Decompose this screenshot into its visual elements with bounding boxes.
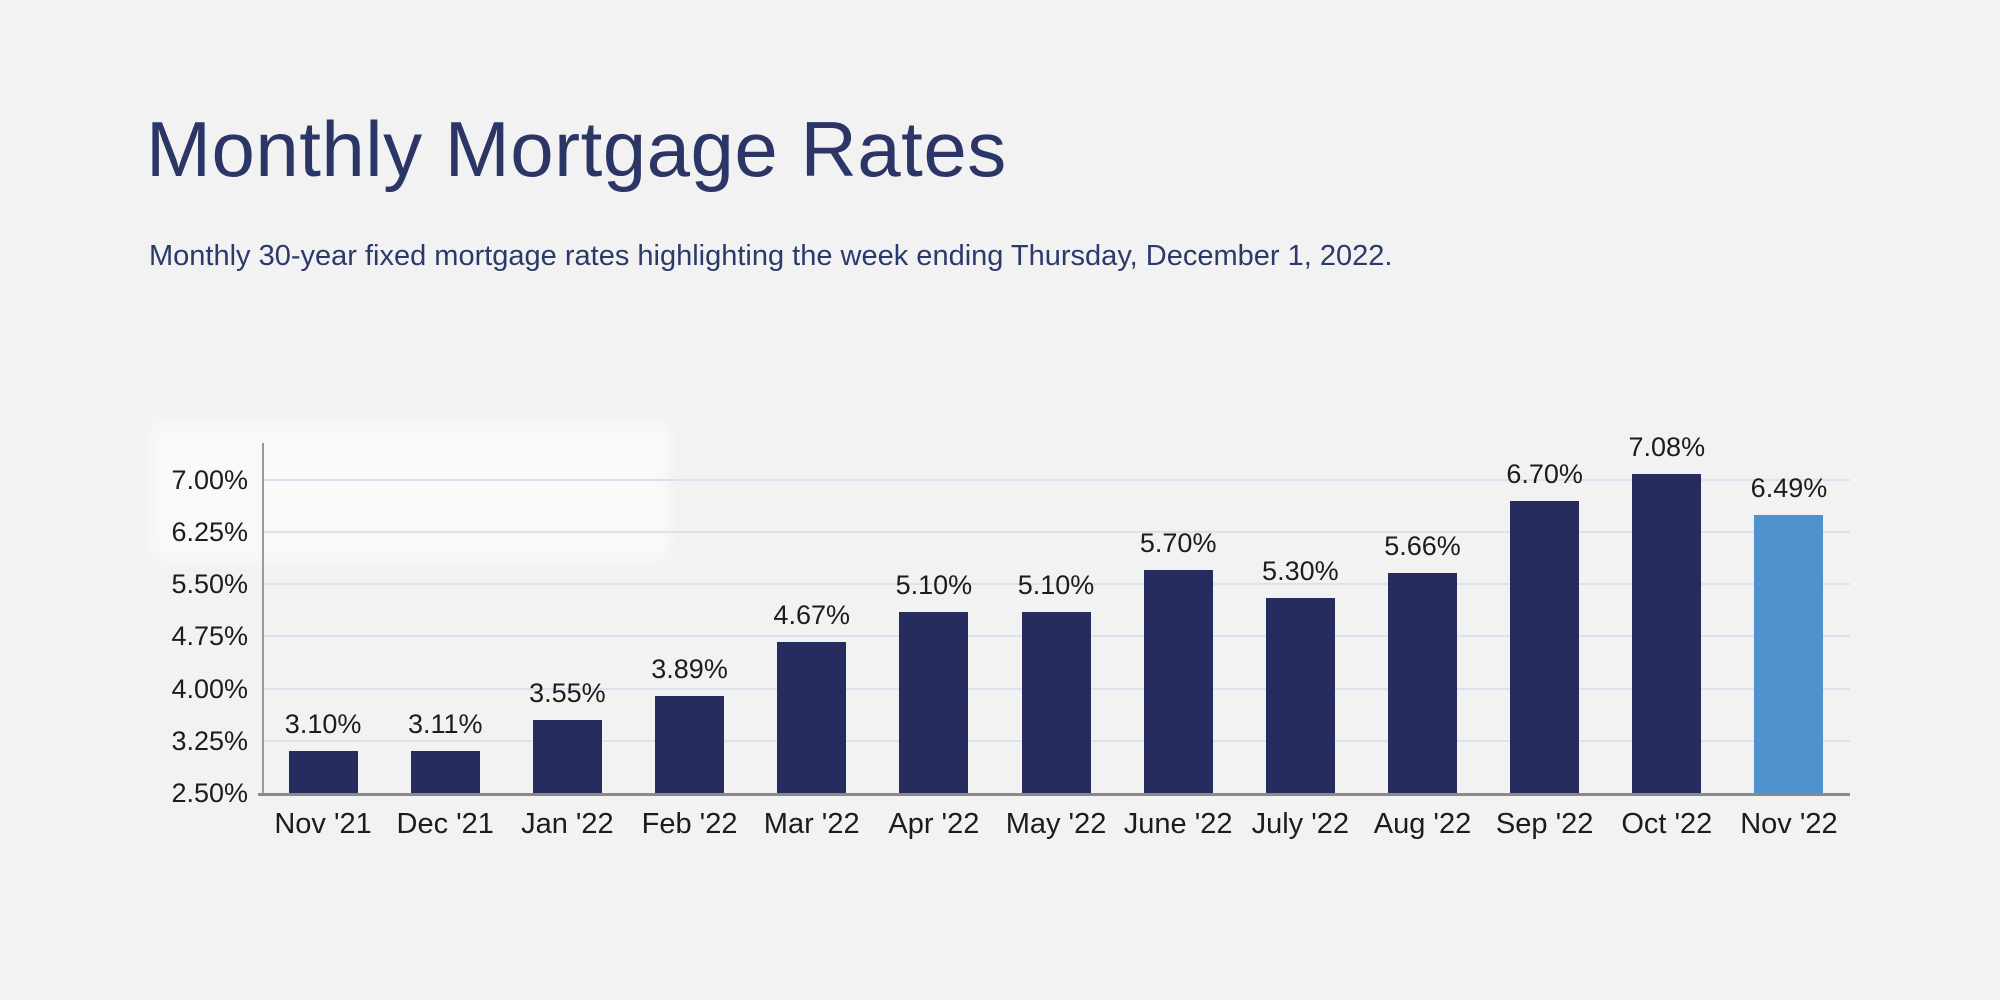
y-axis-labels: 2.50% 3.25% 4.00% 4.75% 5.50% 6.25% 7.00% — [120, 443, 248, 808]
bar — [1632, 474, 1702, 793]
bar-slot: 5.70% — [1117, 443, 1239, 793]
bar — [899, 612, 969, 793]
bar-slot: 7.08% — [1606, 432, 1728, 793]
bar — [1510, 500, 1580, 793]
y-axis-line — [262, 443, 264, 793]
bar — [777, 642, 847, 793]
page-subtitle: Monthly 30-year fixed mortgage rates hig… — [149, 240, 1393, 272]
x-tick-label: July '22 — [1251, 808, 1350, 840]
bar — [1021, 612, 1091, 793]
bar-value-label: 3.11% — [407, 708, 483, 739]
bar-value-label: 3.10% — [284, 709, 362, 740]
x-tick-label: Oct '22 — [1621, 808, 1713, 840]
bar-slot: 3.10% — [262, 443, 384, 793]
bar-value-label: 5.70% — [1139, 528, 1217, 559]
bar-value-label: 3.55% — [529, 677, 606, 708]
y-tick-label: 5.50% — [171, 569, 248, 600]
y-tick-label: 7.00% — [171, 464, 248, 495]
bar-value-label: 6.49% — [1750, 473, 1828, 504]
bar-value-label: 4.67% — [773, 600, 850, 631]
background-artifact — [150, 421, 670, 561]
bar-slot: 3.55% — [506, 443, 628, 793]
x-tick-label: Nov '21 — [274, 808, 372, 840]
bar-value-label: 5.30% — [1262, 556, 1339, 587]
bar — [532, 719, 602, 793]
y-tick-label: 2.50% — [171, 778, 248, 808]
bar-value-label: 7.08% — [1628, 432, 1706, 463]
bar-slot: 3.89% — [628, 443, 750, 793]
x-tick-label: Apr '22 — [888, 808, 980, 840]
bar — [288, 751, 358, 793]
gridline — [262, 583, 1850, 586]
bar-slot: 5.10% — [873, 443, 995, 793]
y-tick-label: 4.75% — [171, 621, 248, 652]
y-tick-label: 4.00% — [171, 673, 248, 704]
bars: 3.10% 3.11% 3.55% 3.89% 4.67% 5.10% 5.10% 5.70%… — [262, 432, 1850, 793]
gridline — [262, 531, 1850, 534]
bar-slot: 5.10% — [995, 443, 1117, 793]
bar-slot: 6.70% — [1484, 443, 1606, 793]
bar — [1387, 573, 1457, 793]
y-tick-label: 3.25% — [171, 725, 248, 756]
x-tick-label: Aug '22 — [1373, 808, 1472, 840]
x-tick-label: Jan '22 — [521, 808, 614, 840]
gridline — [262, 478, 1850, 481]
bar — [655, 696, 725, 793]
bar — [1143, 570, 1213, 793]
x-tick-label: May '22 — [1005, 808, 1107, 840]
bar-highlighted — [1754, 515, 1824, 793]
page-title: Monthly Mortgage Rates — [146, 105, 1007, 193]
bar-slot: 5.30% — [1239, 443, 1361, 793]
bar — [410, 750, 480, 793]
x-tick-label: Feb '22 — [641, 808, 738, 840]
bar — [1265, 598, 1335, 793]
x-tick-label: Nov '22 — [1740, 808, 1838, 840]
plot-area: 3.10% 3.11% 3.55% 3.89% 4.67% 5.10% 5.10% 5.70%… — [258, 432, 1850, 796]
bar-value-label: 3.89% — [651, 654, 728, 685]
bar-slot: 4.67% — [751, 443, 873, 793]
bar-slot: 5.66% — [1361, 443, 1483, 793]
bar-slot: 3.11% — [384, 443, 506, 793]
bar-value-label: 5.10% — [895, 570, 973, 601]
bar-value-label: 5.66% — [1384, 531, 1461, 562]
x-tick-label: Mar '22 — [763, 808, 860, 840]
x-tick-label: Sep '22 — [1495, 808, 1594, 840]
x-axis-line — [258, 793, 1850, 796]
y-tick-label: 6.25% — [171, 517, 248, 548]
x-axis-labels: Nov '21 Dec '21 Jan '22 Feb '22 Mar '22 Apr '… — [262, 808, 1850, 841]
bar-value-label: 6.70% — [1506, 458, 1583, 489]
x-tick-label: June '22 — [1123, 808, 1233, 840]
x-tick-label: Dec '21 — [396, 808, 494, 840]
bar-value-label: 5.10% — [1017, 570, 1095, 601]
bar-slot: 6.49% — [1728, 443, 1850, 793]
